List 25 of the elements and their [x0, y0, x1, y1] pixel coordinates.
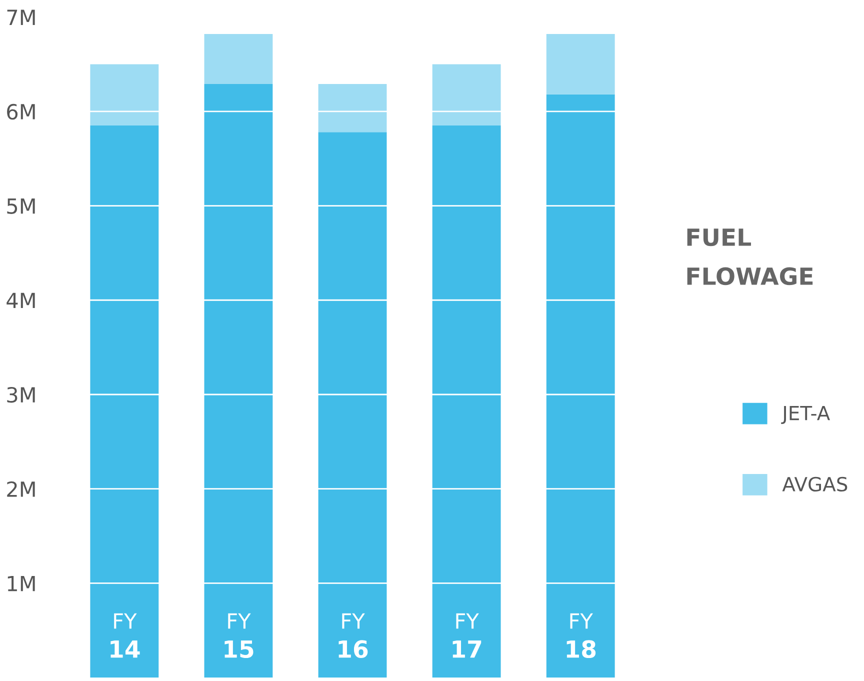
bar	[204, 34, 273, 84]
y-tick-label: 1M	[8, 576, 35, 592]
x-tick-label: FY 18	[566, 613, 596, 658]
x-tick-label: FY 17	[452, 613, 482, 658]
legend-label: JET-A	[781, 406, 830, 424]
y-tick-label: 2M	[7, 481, 35, 497]
y-tick-label: 3M	[7, 386, 35, 403]
bar	[318, 132, 387, 678]
bar	[432, 64, 501, 126]
legend-label: AVGAS	[782, 476, 848, 492]
y-tick-label: 7M	[7, 10, 35, 25]
x-tick-label: FY 14	[110, 613, 140, 658]
bar	[546, 34, 615, 94]
bar	[90, 64, 159, 126]
bar	[432, 126, 501, 678]
y-tick-label: 6M	[7, 104, 35, 120]
text: FUEL FLOWAGE	[687, 228, 813, 286]
x-tick-label: FY 16	[338, 613, 368, 658]
bar	[90, 126, 159, 678]
x-tick-label: FY 15	[224, 613, 254, 658]
bar	[204, 84, 273, 678]
bar	[546, 94, 615, 678]
bar	[318, 84, 387, 132]
y-tick-label: 5M	[7, 198, 35, 214]
y-tick-label: 4M	[6, 292, 35, 308]
